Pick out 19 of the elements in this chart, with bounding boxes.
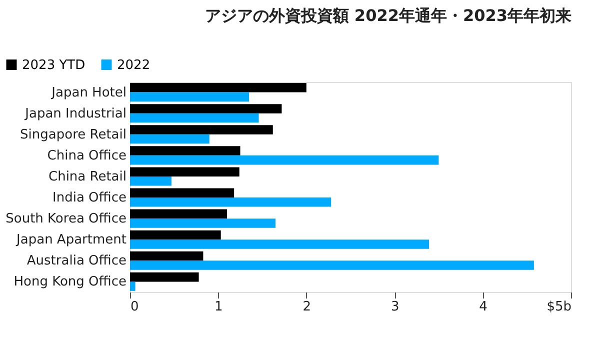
x-tick-label: 0 xyxy=(130,300,139,314)
x-tick-label: $5b xyxy=(546,300,572,314)
x-tick-label: 4 xyxy=(479,300,488,314)
legend-label: 2022 xyxy=(117,58,150,73)
x-tick-label: 2 xyxy=(302,300,312,314)
x-tick-label: 3 xyxy=(390,300,400,314)
y-tick-label: Australia Office xyxy=(26,254,126,269)
y-tick-label: Japan Apartment xyxy=(16,232,126,248)
y-tick-label: India Office xyxy=(52,190,126,206)
chart-title: アジアの外資投資額 2022年通年・2023年年初来 xyxy=(204,6,572,25)
y-tick-label: Singapore Retail xyxy=(20,127,126,142)
y-tick-label: South Korea Office xyxy=(6,212,126,227)
y-tick-label: China Retail xyxy=(48,169,126,184)
y-tick-label: Japan Industrial xyxy=(24,106,126,122)
legend-label: 2023 YTD xyxy=(22,58,86,73)
y-tick-label: China Office xyxy=(47,148,126,164)
y-tick-label: Hong Kong Office xyxy=(14,274,126,290)
x-tick-label: 1 xyxy=(214,300,223,314)
y-tick-label: Japan Hotel xyxy=(50,85,126,100)
